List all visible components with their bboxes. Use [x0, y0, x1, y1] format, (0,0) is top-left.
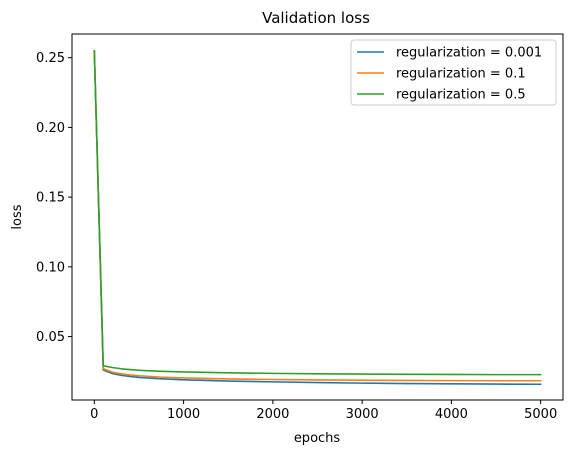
- y-axis: 0.05 0.10 0.15 0.20 0.25: [36, 51, 72, 345]
- legend-label: regularization = 0.001: [396, 46, 542, 61]
- x-tick-label: 2000: [256, 407, 289, 422]
- chart-title: Validation loss: [262, 9, 370, 27]
- series-layer: [93, 49, 542, 386]
- series-line-0: [93, 49, 542, 386]
- y-tick-label: 0.05: [36, 330, 65, 345]
- y-tick-label: 0.15: [36, 191, 65, 206]
- legend-items: regularization = 0.001 regularization = 0…: [357, 46, 542, 103]
- x-axis-label: epochs: [294, 431, 341, 446]
- x-tick-label: 4000: [435, 407, 468, 422]
- legend-label: regularization = 0.1: [396, 67, 526, 82]
- x-tick-label: 3000: [346, 407, 379, 422]
- series-line-1: [93, 49, 542, 382]
- legend-label: regularization = 0.5: [396, 88, 526, 103]
- x-tick-label: 0: [90, 407, 98, 422]
- plot-area-frame: [71, 33, 564, 401]
- y-tick-label: 0.10: [36, 260, 65, 275]
- series-line-2: [93, 49, 542, 376]
- y-tick-label: 0.20: [36, 121, 65, 136]
- x-tick-label: 1000: [167, 407, 200, 422]
- legend-box: [350, 39, 557, 106]
- y-axis-label: loss: [10, 204, 25, 229]
- x-axis: 0 1000 2000 3000 4000 5000: [90, 400, 557, 422]
- x-tick-label: 5000: [524, 407, 557, 422]
- y-tick-label: 0.25: [36, 51, 65, 66]
- legend: regularization = 0.001 regularization = 0…: [350, 39, 557, 106]
